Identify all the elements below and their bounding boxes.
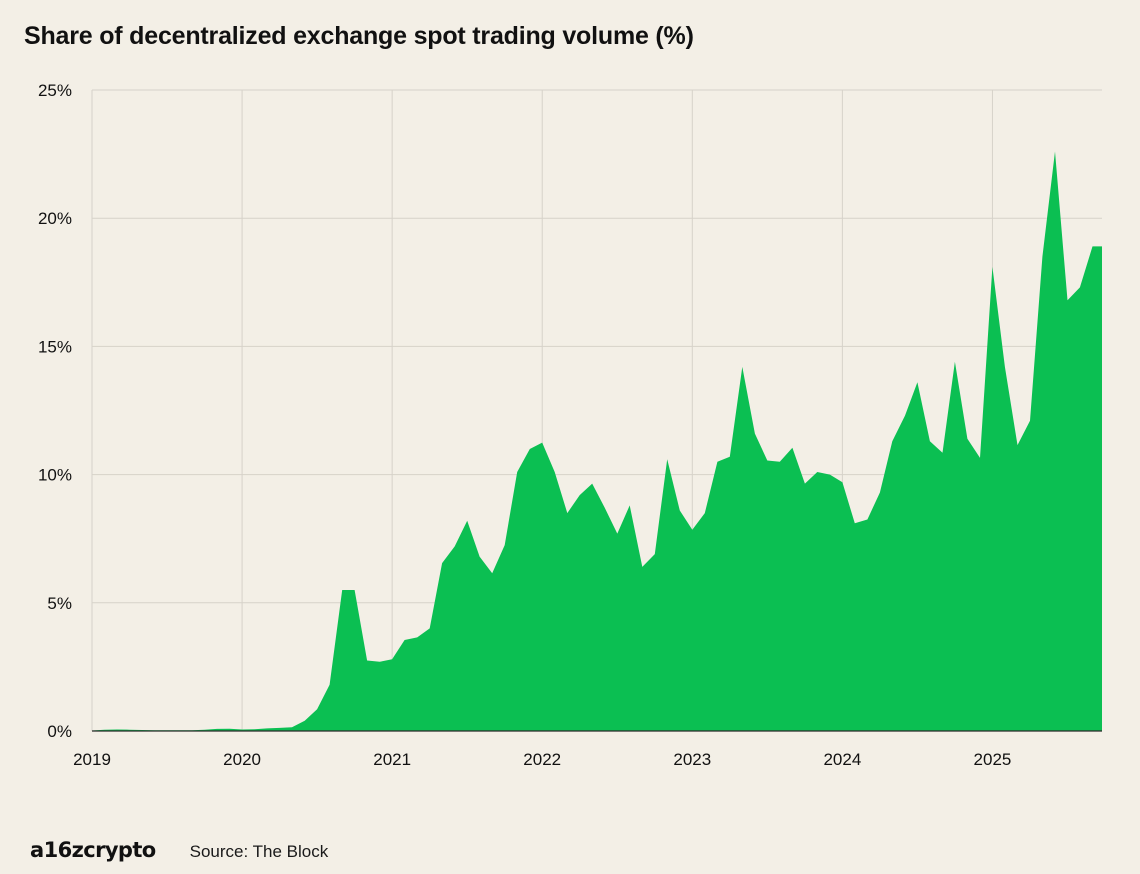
y-tick-label: 20%	[38, 209, 72, 228]
x-tick-label: 2021	[373, 750, 411, 769]
chart-title: Share of decentralized exchange spot tra…	[24, 22, 694, 50]
area-chart: 0% 5% 10% 15% 20% 25% 2019 2020 2021 2022 2023 202…	[38, 81, 1102, 769]
x-tick-label: 2022	[523, 750, 561, 769]
y-tick-label: 0%	[47, 722, 72, 741]
brand-logo: a16zcrypto	[30, 838, 156, 862]
area-series-fill	[92, 151, 1102, 731]
x-tick-label: 2019	[73, 750, 111, 769]
y-tick-labels: 0% 5% 10% 15% 20% 25%	[38, 81, 72, 741]
y-tick-label: 10%	[38, 466, 72, 485]
y-tick-label: 25%	[38, 81, 72, 100]
x-tick-labels: 2019 2020 2021 2022 2023 2024 2025	[73, 750, 1011, 769]
source-note: Source: The Block	[189, 842, 329, 861]
x-tick-label: 2020	[223, 750, 261, 769]
area-series	[92, 151, 1102, 731]
x-tick-label: 2025	[974, 750, 1012, 769]
x-tick-label: 2023	[673, 750, 711, 769]
y-tick-label: 5%	[47, 594, 72, 613]
y-tick-label: 15%	[38, 337, 72, 356]
x-tick-label: 2024	[823, 750, 861, 769]
footer: a16zcrypto Source: The Block	[30, 838, 328, 862]
